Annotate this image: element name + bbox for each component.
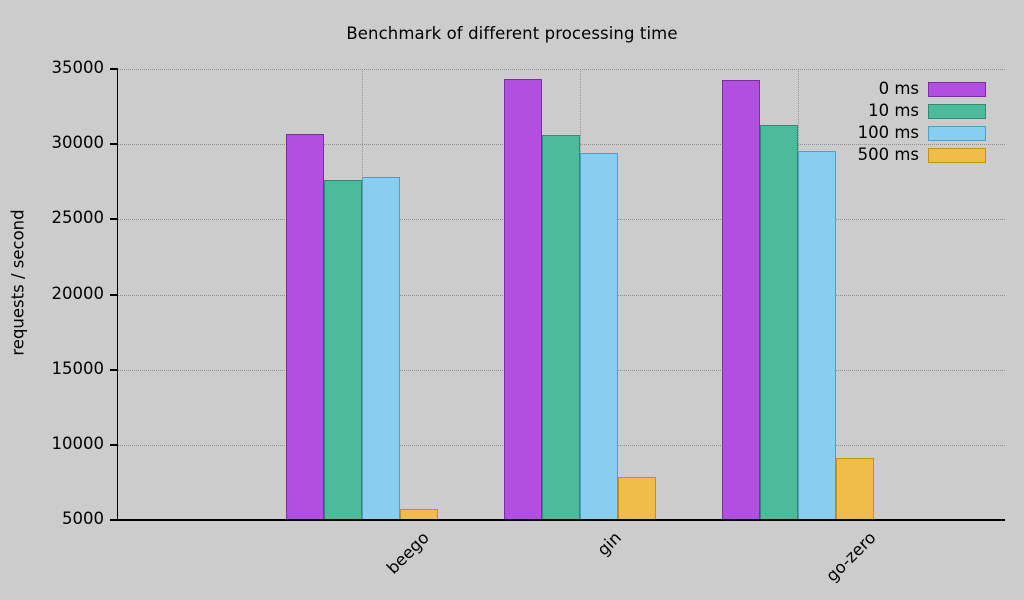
y-tick-label: 25000 [51,208,105,228]
bar-go-zero-10ms [760,125,798,520]
legend-label: 10 ms [868,100,919,120]
legend-label: 100 ms [857,122,919,142]
bar-go-zero-0ms [722,80,760,520]
legend-swatch [928,103,986,119]
legend-entry-0ms: 0 ms [806,78,986,100]
legend-swatch [928,125,986,141]
y-tick-label: 15000 [51,358,105,378]
y-axis-label: requests / second [8,209,28,356]
legend-label: 0 ms [878,78,919,98]
bar-go-zero-100ms [798,150,836,520]
x-tick-label-go-zero: go-zero [822,528,880,586]
x-axis-spine [118,519,1005,521]
legend-label: 500 ms [857,144,919,164]
plot-area [118,69,1005,520]
chart-title: Benchmark of different processing time [346,24,678,43]
bar-gin-100ms [580,153,618,520]
bar-gin-10ms [542,135,580,520]
bar-go-zero-500ms [836,457,874,520]
bar-gin-0ms [504,78,542,520]
legend-swatch [928,81,986,97]
legend-entry-100ms: 100 ms [806,122,986,144]
bar-beego-10ms [324,179,362,520]
y-tick-label: 35000 [51,58,105,77]
y-tick-mark [110,368,118,371]
gridline-horizontal [118,69,1005,71]
legend-swatch [928,147,986,163]
y-tick-mark [110,443,118,446]
y-tick-mark [110,143,118,146]
y-tick-mark [110,519,118,521]
y-tick-label: 20000 [51,283,105,303]
bar-beego-0ms [286,133,324,520]
y-tick-label: 5000 [62,509,104,528]
y-tick-label: 30000 [51,133,105,153]
y-tick-mark [110,218,118,221]
chart-legend: 0 ms 10 ms 100 ms 500 ms [806,78,986,166]
y-tick-label: 10000 [51,433,105,453]
legend-entry-500ms: 500 ms [806,144,986,166]
y-tick-mark [110,293,118,296]
x-tick-label-gin: gin [593,528,625,560]
y-tick-mark [110,68,118,70]
legend-entry-10ms: 10 ms [806,100,986,122]
x-tick-label-beego: beego [383,528,433,578]
bar-gin-500ms [618,477,656,520]
bar-beego-100ms [362,177,400,520]
